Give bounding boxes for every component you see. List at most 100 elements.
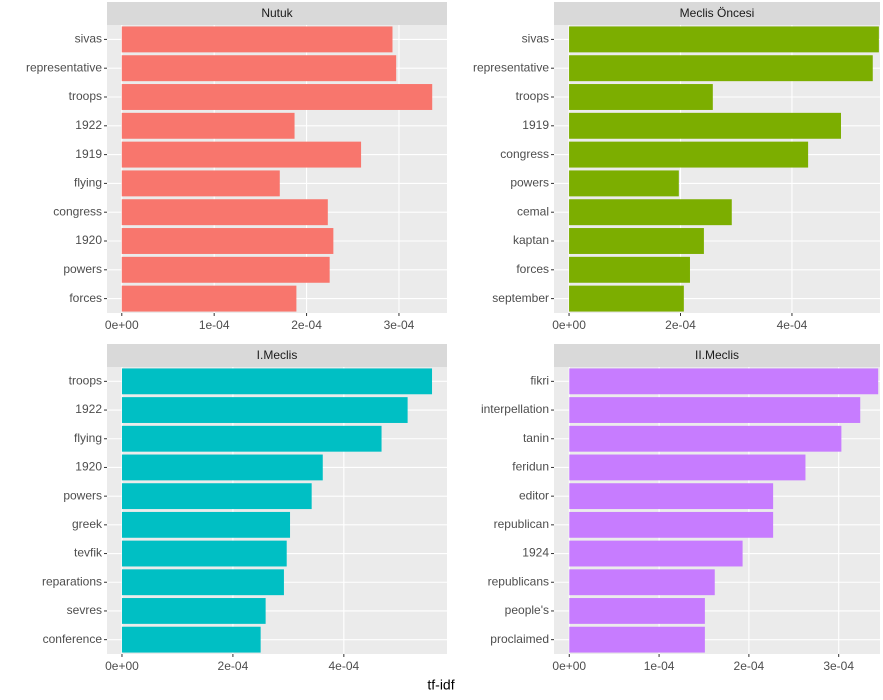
y-tick-label: 1919 — [75, 147, 102, 161]
strip — [554, 344, 880, 367]
bar — [121, 112, 295, 139]
bar — [121, 228, 334, 254]
bar — [569, 483, 774, 510]
bar — [569, 540, 743, 567]
x-tick-label: 0e+00 — [552, 659, 586, 673]
y-tick-label: editor — [519, 488, 549, 502]
y-tick-label: 1919 — [522, 118, 549, 132]
x-tick-label: 1e-04 — [199, 318, 230, 332]
bar — [121, 397, 408, 423]
y-tick-label: 1922 — [75, 402, 102, 416]
y-tick-label: republican — [494, 517, 549, 531]
panel-title: Nutuk — [261, 6, 293, 20]
bar — [569, 256, 690, 283]
x-tick-label: 2e-04 — [665, 318, 696, 332]
bar — [569, 228, 704, 254]
y-tick-label: sevres — [67, 603, 102, 617]
bar — [121, 141, 362, 168]
y-tick-label: troops — [69, 89, 102, 103]
y-tick-label: interpellation — [481, 402, 549, 416]
y-tick-label: congress — [53, 204, 102, 218]
y-tick-label: powers — [510, 176, 549, 190]
y-tick-label: troops — [69, 374, 102, 388]
bar — [569, 26, 879, 53]
y-tick-label: republicans — [488, 574, 549, 588]
bar — [121, 454, 323, 481]
x-tick-label: 1e-04 — [644, 659, 675, 673]
bar — [569, 569, 715, 596]
x-tick-label: 2e-04 — [218, 659, 249, 673]
bar — [121, 425, 382, 452]
bar — [569, 170, 679, 197]
y-tick-label: congress — [500, 147, 549, 161]
y-tick-label: feridun — [512, 460, 549, 474]
bar — [569, 626, 705, 653]
bar — [569, 285, 684, 312]
x-tick-label: 2e-04 — [734, 659, 765, 673]
y-tick-label: september — [492, 291, 549, 305]
bar — [121, 285, 297, 312]
bar — [121, 55, 397, 82]
y-tick-label: 1920 — [75, 233, 102, 247]
y-tick-label: sivas — [75, 32, 102, 46]
bar — [121, 598, 266, 624]
strip — [107, 344, 447, 367]
y-tick-label: reparations — [42, 574, 102, 588]
y-tick-label: kaptan — [513, 233, 549, 247]
y-tick-label: greek — [72, 517, 103, 531]
strip — [554, 2, 880, 25]
bar — [569, 598, 705, 624]
bar — [121, 540, 287, 567]
bar — [121, 569, 284, 596]
panel-title: II.Meclis — [695, 348, 739, 362]
bar — [121, 368, 433, 395]
panel-title: Meclis Öncesi — [680, 6, 755, 20]
x-tick-label: 3e-04 — [384, 318, 415, 332]
bar — [569, 199, 732, 226]
x-tick-label: 4e-04 — [777, 318, 808, 332]
y-tick-label: forces — [516, 262, 549, 276]
bar — [569, 397, 861, 423]
y-tick-label: cemal — [517, 204, 549, 218]
x-tick-label: 0e+00 — [552, 318, 586, 332]
bar — [569, 425, 842, 452]
x-tick-label: 3e-04 — [823, 659, 854, 673]
y-tick-label: 1922 — [75, 118, 102, 132]
y-tick-label: conference — [43, 632, 103, 646]
bar — [121, 483, 312, 510]
bar — [121, 170, 280, 197]
bar — [121, 199, 328, 226]
y-tick-label: forces — [69, 291, 102, 305]
bar — [569, 112, 841, 139]
y-tick-label: troops — [516, 89, 549, 103]
x-tick-label: 0e+00 — [105, 659, 139, 673]
x-tick-label: 0e+00 — [105, 318, 139, 332]
bar — [121, 84, 433, 110]
bar — [121, 26, 393, 53]
y-tick-label: powers — [63, 262, 102, 276]
x-tick-label: 2e-04 — [291, 318, 322, 332]
panel-title: I.Meclis — [257, 348, 298, 362]
bar — [121, 626, 261, 653]
bar — [569, 84, 713, 110]
y-tick-label: representative — [26, 60, 102, 74]
bar — [569, 55, 873, 82]
y-tick-label: representative — [473, 60, 549, 74]
bar — [121, 256, 330, 283]
bar — [569, 141, 809, 168]
y-tick-label: powers — [63, 488, 102, 502]
y-tick-label: people's — [505, 603, 549, 617]
x-tick-label: 4e-04 — [328, 659, 359, 673]
y-tick-label: sivas — [522, 32, 549, 46]
y-tick-label: proclaimed — [490, 632, 549, 646]
y-tick-label: fikri — [530, 374, 549, 388]
y-tick-label: 1920 — [75, 460, 102, 474]
y-tick-label: tanin — [523, 431, 549, 445]
x-axis-label: tf-idf — [427, 677, 454, 693]
bar — [121, 511, 291, 538]
y-tick-label: 1924 — [522, 546, 549, 560]
bar — [569, 368, 879, 395]
y-tick-label: flying — [74, 176, 102, 190]
bar — [569, 511, 774, 538]
